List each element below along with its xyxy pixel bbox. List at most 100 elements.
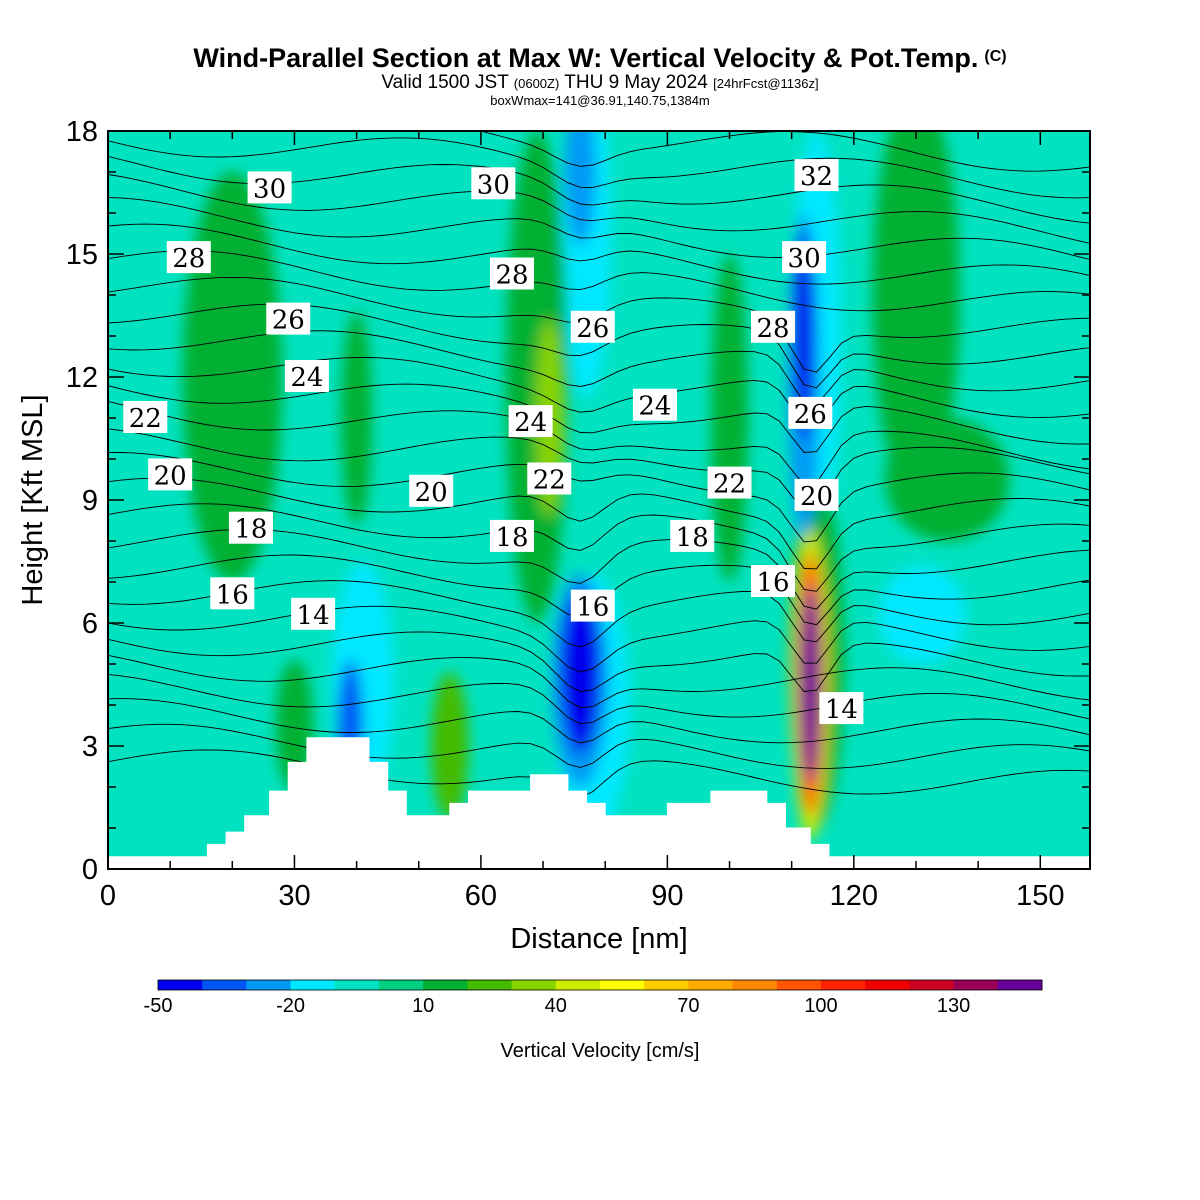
colorbar-swatch	[953, 980, 999, 990]
colorbar-frame	[157, 979, 1043, 991]
theta-contour	[108, 357, 1090, 426]
theta-contour	[108, 452, 1090, 543]
theta-label: 28	[489, 257, 534, 291]
colorbar-swatch	[732, 980, 778, 990]
theta-contour	[108, 580, 1090, 648]
w-feature	[564, 131, 596, 246]
theta-label-box	[284, 360, 329, 392]
theta-contour	[108, 197, 1090, 261]
theta-contour	[108, 477, 1090, 570]
theta-label-box	[794, 159, 839, 192]
theta-contours	[108, 131, 1090, 798]
theta-label-text: 20	[415, 478, 448, 508]
theta-label: 18	[489, 519, 534, 553]
y-tick-label: 3	[82, 731, 98, 763]
theta-label-box	[247, 171, 292, 204]
w-feature	[431, 672, 469, 820]
theta-label: 26	[570, 310, 615, 344]
theta-label-box	[148, 458, 193, 491]
theta-contour	[108, 137, 1090, 199]
y-tick-label: 18	[66, 116, 98, 148]
theta-label: 30	[471, 167, 516, 200]
theta-label-box	[489, 519, 534, 552]
colorbar-swatch	[909, 980, 955, 990]
theta-contour	[108, 749, 1090, 798]
theta-label-box	[409, 474, 454, 507]
theta-contour	[108, 654, 1090, 709]
colorbar-swatch	[511, 980, 557, 990]
theta-label: 24	[508, 405, 553, 438]
colorbar-swatch	[423, 980, 468, 990]
theta-contour	[108, 428, 1090, 511]
theta-label-text: 24	[514, 408, 547, 438]
y-tick-label: 15	[66, 239, 98, 271]
w-feature	[878, 565, 966, 664]
theta-label-text: 30	[788, 244, 821, 274]
w-feature	[884, 418, 1010, 541]
box-info: boxWmax=141@36.91,140.75,1384m	[490, 93, 710, 108]
theta-label: 20	[409, 474, 454, 508]
theta-label-box	[670, 519, 715, 552]
colorbar-swatch	[865, 980, 910, 990]
theta-label: 32	[794, 159, 839, 192]
colorbar-tick-label: 10	[412, 995, 434, 1017]
theta-contour	[108, 723, 1090, 769]
theta-label-box	[471, 167, 516, 200]
colorbar-label: Vertical Velocity [cm/s]	[501, 1040, 700, 1062]
theta-contour	[108, 631, 1090, 693]
theta-label: 22	[707, 466, 752, 500]
theta-label-text: 28	[172, 244, 205, 274]
theta-label: 22	[527, 462, 572, 496]
y-tick-label: 0	[82, 854, 98, 886]
colorbar-swatch	[334, 980, 380, 990]
colorbar-tick-label: 70	[677, 995, 699, 1017]
x-tick-label: 60	[465, 880, 497, 912]
copyright-mark: (C)	[984, 48, 1007, 65]
theta-label-text: 22	[713, 470, 746, 500]
theta-label-text: 20	[154, 461, 187, 491]
x-tick-label: 90	[651, 880, 683, 912]
colorbar-swatch	[290, 980, 336, 990]
theta-contour	[108, 400, 1090, 486]
theta-label-box	[819, 692, 864, 725]
theta-label-text: 28	[756, 314, 789, 344]
theta-label-text: 18	[495, 523, 528, 553]
theta-label: 14	[291, 597, 336, 631]
theta-label: 28	[166, 241, 211, 274]
chart-title: Wind-Parallel Section at Max W: Vertical…	[193, 43, 1007, 73]
y-tick-label: 9	[82, 485, 98, 517]
theta-label-text: 32	[800, 162, 833, 192]
colorbar-swatch	[776, 980, 822, 990]
colorbar-tick-label: -20	[276, 995, 305, 1017]
colorbar-swatch	[202, 980, 247, 990]
x-axis-label: Distance [nm]	[510, 923, 687, 955]
colorbar-tick-label: 40	[545, 995, 567, 1017]
theta-label-text: 28	[495, 261, 528, 291]
plot-area: 3028262422201816143028262424222018162218…	[108, 131, 1090, 869]
theta-label-box	[751, 565, 796, 597]
theta-label-text: 24	[638, 392, 671, 422]
theta-label-text: 30	[253, 174, 286, 204]
theta-label-box	[707, 466, 752, 499]
colorbar-swatch	[600, 980, 645, 990]
theta-contour	[108, 503, 1090, 592]
theta-label-text: 22	[129, 404, 162, 434]
theta-label-box	[527, 462, 572, 495]
theta-label-text: 22	[533, 466, 566, 496]
colorbar-swatch	[379, 980, 424, 990]
x-tick-label: 150	[1016, 880, 1064, 912]
y-tick-label: 12	[66, 362, 98, 394]
theta-label-text: 14	[825, 695, 858, 725]
theta-label-text: 16	[216, 580, 249, 610]
w-feature	[800, 586, 821, 783]
theta-contour	[478, 131, 1090, 172]
theta-contour	[108, 673, 1090, 725]
theta-label-box	[794, 478, 839, 511]
theta-label-box	[570, 310, 615, 343]
theta-label: 18	[228, 511, 273, 545]
theta-label: 26	[788, 396, 833, 430]
colorbar: -50 -20 10 40 70 100 130	[144, 979, 1043, 1017]
colorbar-swatch	[688, 980, 734, 990]
theta-label: 22	[123, 401, 168, 434]
colorbar-swatch	[555, 980, 601, 990]
